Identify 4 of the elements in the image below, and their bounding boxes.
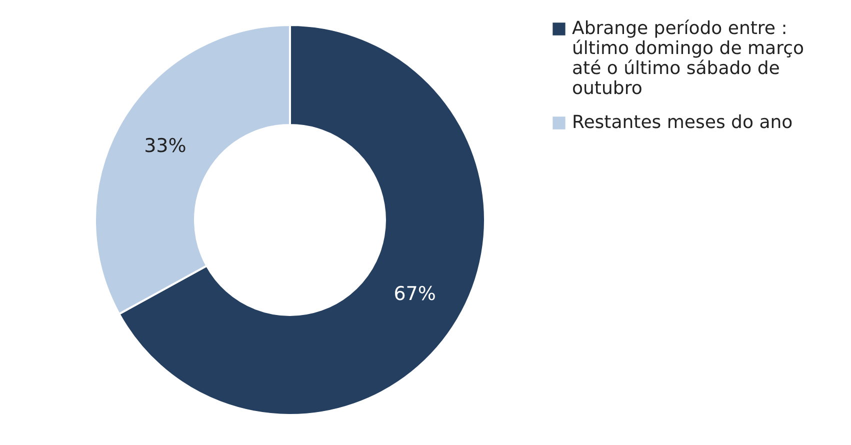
data-label: 67% (394, 282, 436, 305)
data-label: 33% (144, 135, 186, 158)
legend-label: Restantes meses do ano (572, 112, 793, 133)
legend-label: Abrange período entre : último domingo de março até o último sábado de outubro (572, 18, 804, 99)
